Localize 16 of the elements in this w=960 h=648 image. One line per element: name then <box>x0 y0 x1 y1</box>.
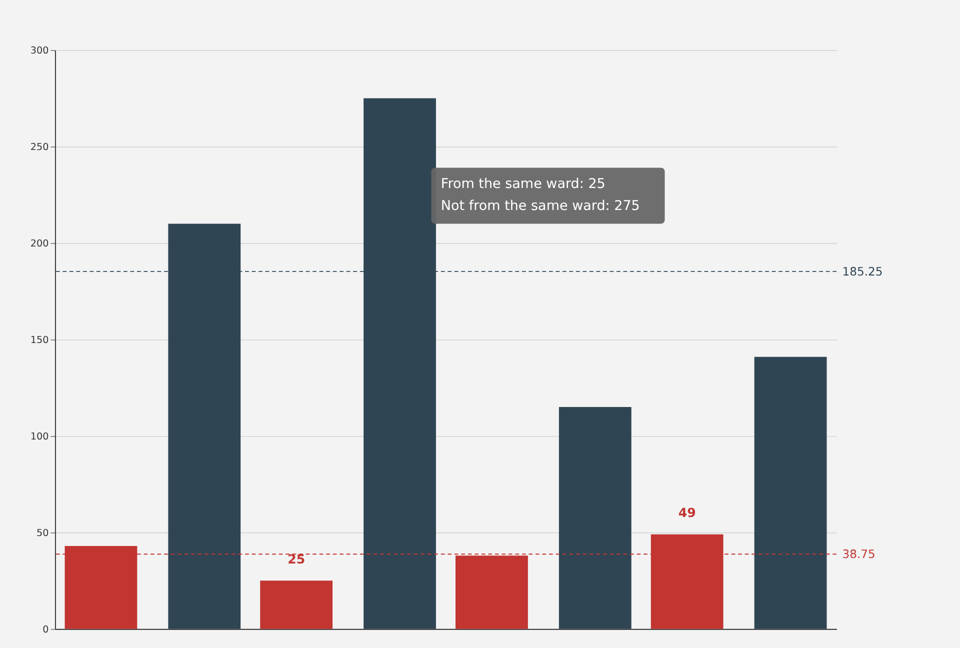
ref-line-label: 38.75 <box>842 547 876 562</box>
y-tick-label: 0 <box>42 624 49 636</box>
data-label: 49 <box>678 505 696 520</box>
ref-line-label: 185.25 <box>842 264 883 278</box>
annotation: From the same ward: 25 <box>440 176 606 192</box>
y-tick-label: 300 <box>30 45 49 56</box>
annotation: Not from the same ward: 275 <box>440 198 640 214</box>
bar <box>558 407 632 629</box>
y-tick-label: 100 <box>30 431 49 442</box>
y-tick-label: 200 <box>30 238 49 250</box>
data-label: 25 <box>288 551 306 566</box>
y-tick-label: 50 <box>36 528 49 539</box>
y-tick-label: 150 <box>30 334 49 346</box>
bar <box>260 580 333 629</box>
y-tick-label: 250 <box>30 142 49 153</box>
bar <box>754 356 827 629</box>
